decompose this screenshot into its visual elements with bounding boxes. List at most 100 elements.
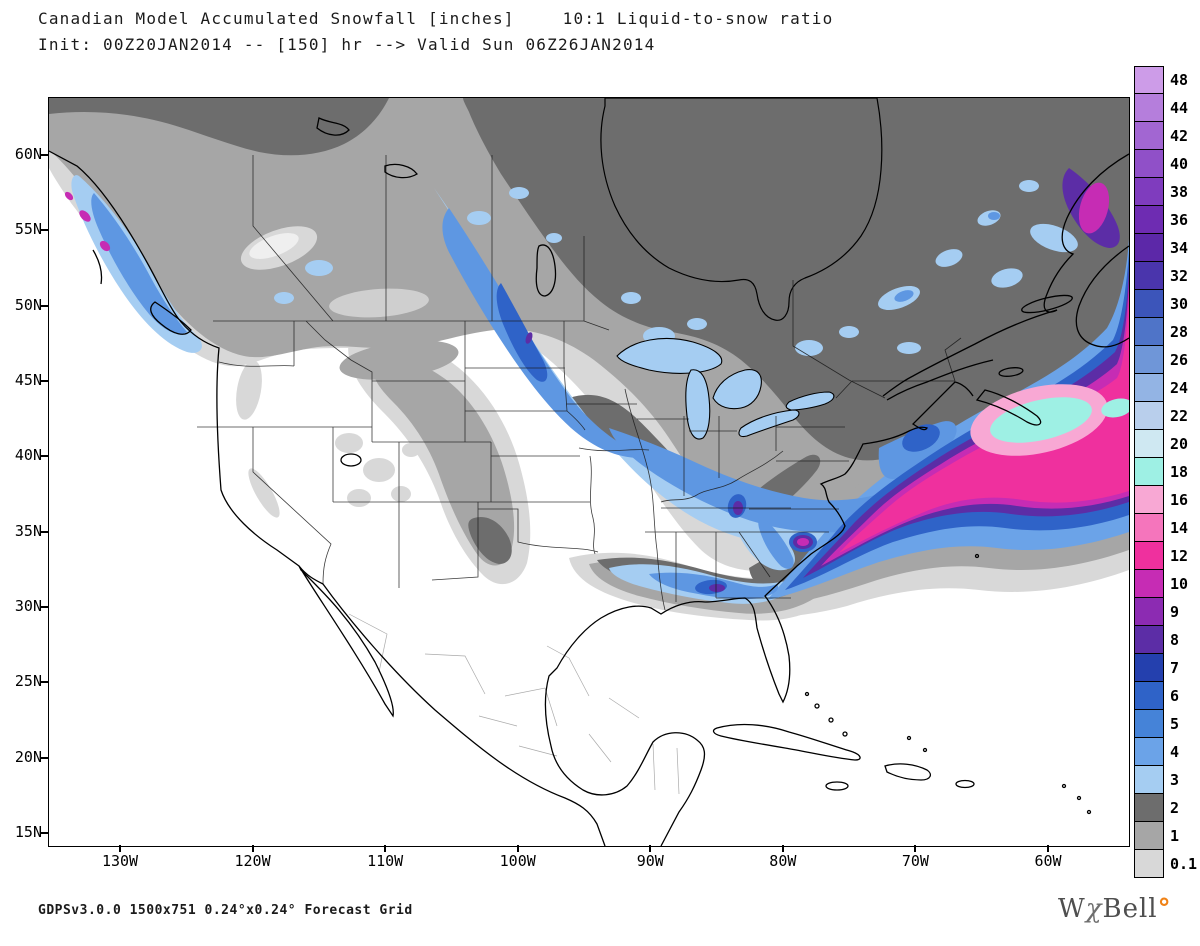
legend-row: 12 xyxy=(1134,542,1197,570)
legend-row: 2 xyxy=(1134,794,1197,822)
legend-value: 36 xyxy=(1170,211,1189,229)
legend-row: 44 xyxy=(1134,94,1197,122)
legend-value: 24 xyxy=(1170,379,1189,397)
legend-swatch xyxy=(1134,94,1164,122)
legend-value: 42 xyxy=(1170,127,1189,145)
colorbar: 48 44 42 40 38 36 34 32 30 28 26 24 22 20 18 16 14 12 10 9 8… xyxy=(1134,66,1197,878)
legend-value: 5 xyxy=(1170,715,1180,733)
legend-swatch xyxy=(1134,514,1164,542)
legend-row: 16 xyxy=(1134,486,1197,514)
lat-tick xyxy=(41,229,48,232)
legend-swatch xyxy=(1134,262,1164,290)
snowfall-map xyxy=(49,98,1129,846)
lat-label: 25N xyxy=(14,672,42,691)
legend-swatch xyxy=(1134,850,1164,878)
brand-w: W xyxy=(1058,894,1086,924)
legend-row: 1 xyxy=(1134,822,1197,850)
legend-value: 28 xyxy=(1170,323,1189,341)
lon-label: 120W xyxy=(234,852,271,870)
legend-row: 18 xyxy=(1134,458,1197,486)
legend-value: 26 xyxy=(1170,351,1189,369)
lat-tick xyxy=(41,154,48,156)
legend-swatch xyxy=(1134,150,1164,178)
wxbell-logo: WχBell° xyxy=(1058,894,1172,924)
legend-value: 4 xyxy=(1170,743,1180,761)
mexico-state-borders xyxy=(348,613,680,795)
legend-value: 40 xyxy=(1170,155,1189,173)
legend-swatch xyxy=(1134,318,1164,346)
lat-tick xyxy=(41,530,48,533)
legend-swatch xyxy=(1134,458,1164,486)
legend-row: 42 xyxy=(1134,122,1197,150)
legend-swatch xyxy=(1134,430,1164,458)
lat-label: 55N xyxy=(14,220,42,239)
lon-label: 80W xyxy=(769,852,797,870)
legend-swatch xyxy=(1134,710,1164,738)
legend-value: 22 xyxy=(1170,407,1189,425)
lat-tick xyxy=(41,379,48,382)
coastlines xyxy=(49,117,1129,846)
legend-row: 3 xyxy=(1134,766,1197,794)
lat-tick xyxy=(41,831,48,834)
legend-row: 24 xyxy=(1134,374,1197,402)
lat-label: 15N xyxy=(14,822,42,841)
legend-swatch xyxy=(1134,794,1164,822)
lon-label: 130W xyxy=(101,852,139,870)
legend-value: 38 xyxy=(1170,183,1189,201)
lon-tick xyxy=(384,845,387,852)
legend-value: 10 xyxy=(1170,575,1189,593)
legend-value: 20 xyxy=(1170,435,1189,453)
legend-row: 40 xyxy=(1134,150,1197,178)
legend-swatch xyxy=(1134,626,1164,654)
legend-value: 8 xyxy=(1170,631,1180,649)
lat-label: 50N xyxy=(14,295,42,314)
legend-swatch xyxy=(1134,374,1164,402)
legend-value: 7 xyxy=(1170,659,1180,677)
legend-value: 44 xyxy=(1170,99,1189,117)
legend-row: 32 xyxy=(1134,262,1197,290)
lon-label: 90W xyxy=(636,852,664,870)
legend-row: 4 xyxy=(1134,738,1197,766)
legend-swatch xyxy=(1134,346,1164,374)
lat-label: 60N xyxy=(14,145,42,163)
legend-value: 48 xyxy=(1170,71,1189,89)
legend-value: 1 xyxy=(1170,827,1180,845)
us-state-borders xyxy=(197,155,962,611)
legend-row: 7 xyxy=(1134,654,1197,682)
map-header: Canadian Model Accumulated Snowfall [inc… xyxy=(38,6,833,58)
legend-row: 22 xyxy=(1134,402,1197,430)
lat-label: 45N xyxy=(14,370,42,389)
brand-degree: ° xyxy=(1157,894,1172,924)
great-lakes xyxy=(616,337,835,440)
legend-value: 6 xyxy=(1170,687,1180,705)
legend-value: 30 xyxy=(1170,295,1189,313)
hudson-bay xyxy=(600,98,883,321)
lon-label: 100W xyxy=(499,852,536,870)
legend-value: 2 xyxy=(1170,799,1180,817)
legend-row: 14 xyxy=(1134,514,1197,542)
legend-row: 20 xyxy=(1134,430,1197,458)
brand-chi: χ xyxy=(1085,894,1103,924)
legend-swatch xyxy=(1134,822,1164,850)
legend-row: 38 xyxy=(1134,178,1197,206)
map-title: Canadian Model Accumulated Snowfall [inc… xyxy=(38,9,515,28)
snow-shading-layer xyxy=(49,98,1129,621)
legend-value: 9 xyxy=(1170,603,1180,621)
legend-swatch xyxy=(1134,570,1164,598)
legend-swatch xyxy=(1134,598,1164,626)
legend-row: 48 xyxy=(1134,66,1197,94)
legend-row: 8 xyxy=(1134,626,1197,654)
lat-label: 20N xyxy=(14,747,42,766)
legend-row: 9 xyxy=(1134,598,1197,626)
legend-swatch xyxy=(1134,290,1164,318)
legend-row: 30 xyxy=(1134,290,1197,318)
brand-rest: Bell xyxy=(1102,894,1158,924)
model-info: GDPSv3.0.0 1500x751 0.24°x0.24° Forecast… xyxy=(38,903,413,918)
legend-swatch xyxy=(1134,542,1164,570)
legend-value: 18 xyxy=(1170,463,1189,481)
lon-tick xyxy=(914,845,917,852)
ratio-note: 10:1 Liquid-to-snow ratio xyxy=(562,9,834,28)
legend-value: 16 xyxy=(1170,491,1189,509)
lon-tick xyxy=(1046,845,1049,852)
lat-tick xyxy=(41,455,48,458)
